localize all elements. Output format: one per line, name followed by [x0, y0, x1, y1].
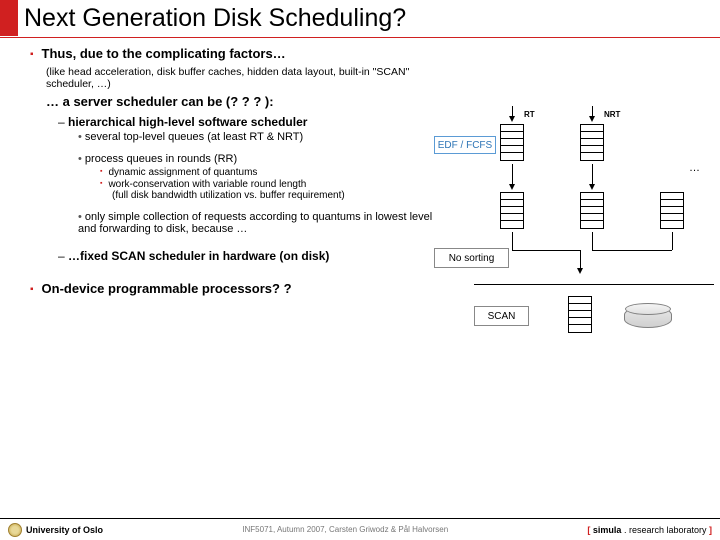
vline [592, 164, 593, 186]
edf-box: EDF / FCFS [434, 136, 496, 154]
queue-bottom [568, 296, 592, 333]
paren-line: (like head acceleration, disk buffer cac… [46, 66, 450, 90]
sim-rest: research laboratory [629, 525, 707, 535]
sq-2-b: (full disk bandwidth utilization vs. buf… [112, 190, 345, 201]
arrow-down-icon [509, 184, 515, 190]
bullet-1-text: Thus, due to the complicating factors… [42, 46, 286, 64]
dash-1: hierarchical high-level software schedul… [58, 115, 450, 129]
bracket-close: ] [707, 525, 713, 535]
line-2: … a server scheduler can be (? ? ? ): [46, 94, 450, 109]
arrow-down-icon [589, 116, 595, 122]
arrow-down-icon [577, 268, 583, 274]
vline [672, 232, 673, 250]
disk-icon [624, 306, 672, 328]
scan-box: SCAN [474, 306, 529, 326]
nosort-box: No sorting [434, 248, 509, 268]
vline [592, 232, 593, 250]
hline [512, 250, 580, 251]
nrt-label: NRT [604, 110, 620, 119]
hline [592, 250, 672, 251]
sq-2-a: work-conservation with variable round le… [108, 179, 306, 190]
vline [512, 164, 513, 186]
separator [474, 284, 714, 285]
dot-2: process queues in rounds (RR) [78, 153, 450, 165]
bullet-square-icon: ▪ [30, 46, 34, 64]
footer: University of Oslo INF5071, Autumn 2007,… [0, 518, 720, 540]
title-block: Next Generation Disk Scheduling? [0, 0, 720, 38]
accent-bar [0, 0, 18, 36]
dots-top: … [689, 162, 700, 174]
dot-3: only simple collection of requests accor… [78, 211, 438, 235]
content: ▪ Thus, due to the complicating factors…… [0, 46, 720, 299]
sim-dot: . [621, 525, 629, 535]
queue-nrt [580, 124, 604, 161]
simula-brand: simula [593, 525, 622, 535]
queue-rt [500, 124, 524, 161]
university-text: University of Oslo [26, 525, 103, 535]
queue-mid-1 [500, 192, 524, 229]
bullet-square-icon-2: ▪ [30, 281, 34, 299]
bullet-2-text: On-device programmable processors? ? [42, 281, 292, 299]
rt-label: RT [524, 110, 535, 119]
bullet-1: ▪ Thus, due to the complicating factors… [30, 46, 450, 64]
simula-label: [ simula . research laboratory ] [587, 525, 712, 535]
university-label: University of Oslo [8, 523, 103, 537]
dash-2: …fixed SCAN scheduler in hardware (on di… [58, 249, 450, 263]
sq-2: work-conservation with variable round le… [100, 179, 450, 201]
queue-mid-3 [660, 192, 684, 229]
seal-icon [8, 523, 22, 537]
arrow-down-icon [509, 116, 515, 122]
sq-1: dynamic assignment of quantums [100, 167, 450, 178]
bullet-2: ▪ On-device programmable processors? ? [30, 281, 450, 299]
footer-mid: INF5071, Autumn 2007, Carsten Griwodz & … [242, 525, 448, 534]
arrow-down-icon [589, 184, 595, 190]
dot-1: several top-level queues (at least RT & … [78, 131, 450, 143]
vline [580, 250, 581, 270]
queue-mid-2 [580, 192, 604, 229]
vline [512, 232, 513, 250]
scheduler-diagram: RT NRT EDF / FCFS … No sorting [484, 106, 714, 406]
slide-title: Next Generation Disk Scheduling? [24, 4, 720, 33]
